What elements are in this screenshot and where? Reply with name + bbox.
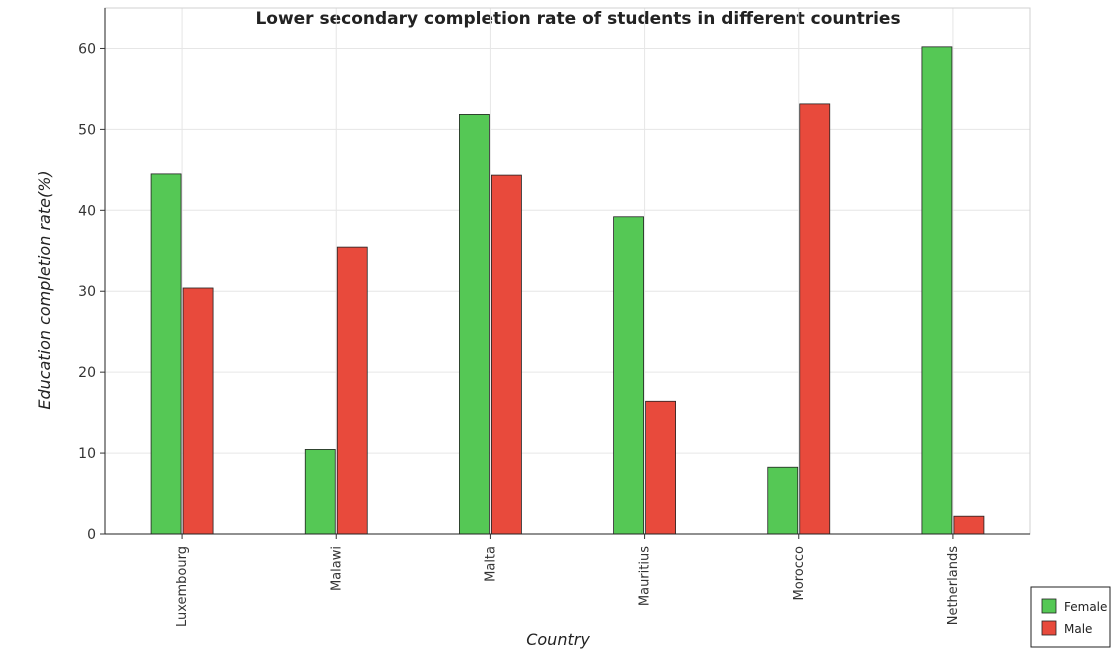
bar-female-netherlands xyxy=(921,46,953,535)
x-tick-label: Malta xyxy=(483,546,498,582)
y-tick-label: 10 xyxy=(78,446,96,462)
y-axis-ticks: 0 10 20 30 40 50 60 xyxy=(78,41,105,543)
bar-male-morocco xyxy=(799,103,831,535)
y-axis-label: Education completion rate(%) xyxy=(35,170,54,409)
legend-label-female: Female xyxy=(1064,600,1107,614)
bar-female-mauritius xyxy=(613,216,644,535)
bar-female-luxembourg xyxy=(150,173,182,535)
bars xyxy=(150,46,985,535)
bar-male-malawi xyxy=(336,246,368,535)
bar-male-luxembourg xyxy=(182,287,214,535)
bar-male-malta xyxy=(491,174,522,535)
bar-female-malawi xyxy=(304,449,336,535)
legend-box xyxy=(1030,586,1111,648)
legend-swatch-female xyxy=(1041,598,1057,614)
bar-male-netherlands xyxy=(953,515,985,535)
y-tick-label: 20 xyxy=(78,365,96,381)
x-tick-label: Luxembourg xyxy=(175,546,190,627)
y-tick-label: 40 xyxy=(78,203,96,219)
grid-lines xyxy=(105,8,1030,535)
x-tick-label: Mauritius xyxy=(638,546,653,606)
axes xyxy=(104,7,1031,535)
x-axis-ticks: Luxembourg Malawi Malta Mauritius Morocco Net… xyxy=(175,534,961,627)
x-tick-label: Netherlands xyxy=(946,546,961,625)
plot-frame xyxy=(104,7,1031,535)
y-tick-label: 50 xyxy=(78,122,96,138)
legend-swatch-male xyxy=(1041,620,1057,636)
legend: Female Male xyxy=(1030,586,1111,648)
x-tick-label: Malawi xyxy=(329,546,344,591)
bar-male-mauritius xyxy=(645,400,676,535)
x-tick-label: Morocco xyxy=(792,546,807,600)
y-tick-label: 30 xyxy=(78,284,96,300)
bar-female-morocco xyxy=(767,466,799,535)
y-tick-label: 0 xyxy=(87,527,96,543)
y-tick-label: 60 xyxy=(78,41,96,57)
x-axis-label: Country xyxy=(526,630,590,649)
legend-label-male: Male xyxy=(1064,622,1092,636)
bar-female-malta xyxy=(459,114,490,535)
chart-title: Lower secondary completion rate of stude… xyxy=(255,9,900,29)
